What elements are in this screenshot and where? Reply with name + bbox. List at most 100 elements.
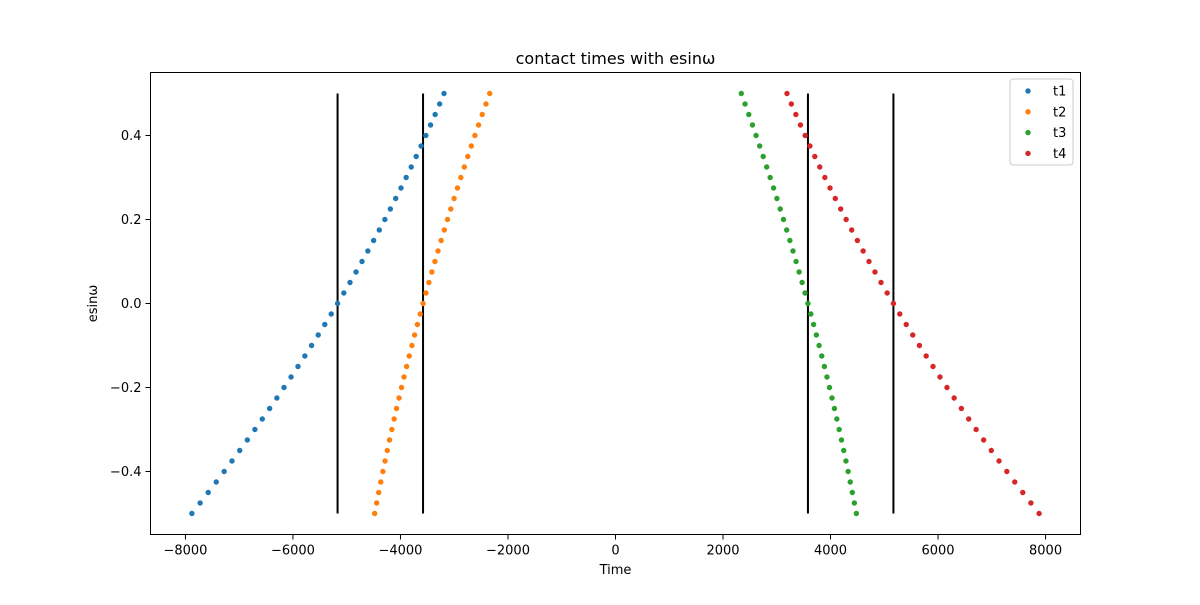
data-point-t4	[793, 111, 799, 118]
data-point-t4	[849, 227, 855, 233]
data-point-t1	[370, 237, 377, 244]
data-point-t1	[252, 426, 258, 433]
data-point-t2	[398, 384, 405, 391]
data-point-t3	[851, 500, 858, 506]
legend-label-t2: t2	[1053, 105, 1066, 120]
data-point-t3	[834, 416, 840, 422]
data-point-t1	[341, 290, 347, 296]
data-point-t3	[829, 395, 835, 401]
data-point-t3	[749, 122, 756, 128]
data-point-t2	[429, 269, 435, 275]
data-point-t1	[382, 216, 388, 223]
data-point-t2	[458, 174, 464, 181]
data-point-t3	[780, 216, 787, 223]
data-point-t3	[849, 489, 856, 496]
series-t1	[189, 90, 447, 517]
data-point-t2	[444, 216, 451, 223]
data-point-t1	[213, 479, 219, 485]
data-point-t2	[475, 122, 482, 128]
data-point-t4	[788, 101, 795, 107]
data-point-t3	[816, 342, 822, 349]
data-point-t3	[774, 195, 780, 202]
data-point-t1	[432, 111, 438, 118]
data-point-t2	[441, 227, 448, 233]
data-point-t4	[812, 153, 818, 160]
data-point-t1	[347, 279, 353, 286]
x-tick-label: 8000	[1029, 544, 1062, 559]
data-point-t4	[807, 143, 813, 149]
x-tick-label: 0	[611, 544, 619, 559]
data-point-t1	[403, 174, 409, 181]
data-point-t2	[406, 353, 412, 359]
data-point-t4	[1028, 500, 1034, 506]
x-tick-label: 6000	[921, 544, 954, 559]
data-point-t2	[414, 321, 421, 328]
data-point-t1	[274, 395, 280, 401]
data-point-t3	[777, 206, 783, 212]
data-point-t4	[958, 405, 965, 412]
data-point-t3	[810, 321, 817, 328]
legend-label-t4: t4	[1053, 147, 1066, 162]
data-point-t1	[266, 405, 273, 412]
data-point-t1	[205, 489, 211, 496]
legend: t1 t2 t3 t4	[1009, 78, 1074, 166]
series-t3	[738, 90, 860, 517]
data-point-t3	[764, 164, 770, 170]
data-point-t1	[315, 332, 321, 338]
data-point-t4	[951, 395, 957, 401]
legend-box	[1009, 78, 1074, 166]
data-point-t1	[418, 143, 424, 149]
data-point-t3	[813, 332, 820, 338]
data-point-t2	[479, 111, 485, 118]
data-point-t1	[322, 321, 328, 328]
y-tick-label: 0.0	[121, 297, 142, 312]
x-tick-label: −2000	[486, 544, 530, 559]
data-point-t3	[841, 447, 847, 454]
data-point-t4	[822, 174, 828, 181]
data-point-t1	[413, 153, 419, 160]
data-point-t3	[838, 437, 845, 443]
data-point-t4	[923, 353, 929, 359]
data-point-t2	[386, 437, 393, 443]
data-point-t1	[189, 510, 195, 517]
data-point-t3	[836, 426, 842, 433]
data-point-t3	[756, 143, 763, 149]
data-point-t2	[483, 101, 489, 107]
x-tick-label: −8000	[163, 544, 207, 559]
x-tick-label: 4000	[814, 544, 847, 559]
data-point-t1	[288, 374, 294, 380]
data-point-t2	[375, 489, 382, 496]
data-point-t3	[793, 258, 799, 265]
data-point-t2	[378, 479, 384, 485]
x-axis-label: Time	[599, 563, 632, 578]
data-point-t1	[436, 101, 443, 107]
data-point-t4	[973, 426, 979, 433]
legend-marker-t4	[1025, 150, 1031, 157]
data-point-t4	[916, 342, 923, 349]
data-point-t3	[831, 405, 838, 412]
data-point-t4	[817, 164, 823, 170]
data-point-t3	[760, 153, 766, 160]
data-point-t1	[244, 437, 251, 443]
data-point-t4	[832, 195, 838, 202]
data-point-t4	[890, 300, 897, 307]
legend-marker-t1	[1025, 88, 1031, 94]
data-point-t4	[944, 384, 950, 391]
y-tick-label: −0.2	[110, 381, 142, 396]
data-point-t1	[328, 311, 334, 317]
data-point-t3	[819, 353, 825, 359]
data-point-t2	[393, 405, 400, 412]
data-point-t3	[796, 269, 802, 275]
data-point-t1	[393, 195, 399, 202]
data-point-t2	[468, 143, 475, 149]
data-point-t2	[438, 237, 444, 244]
data-point-t2	[409, 342, 415, 349]
data-point-t1	[353, 269, 359, 275]
x-tick-label: 2000	[706, 544, 739, 559]
data-point-t4	[866, 258, 872, 265]
data-point-t3	[787, 237, 793, 244]
y-tick-label: 0.4	[121, 129, 142, 144]
series-t4	[784, 90, 1042, 517]
data-point-t4	[797, 122, 804, 128]
